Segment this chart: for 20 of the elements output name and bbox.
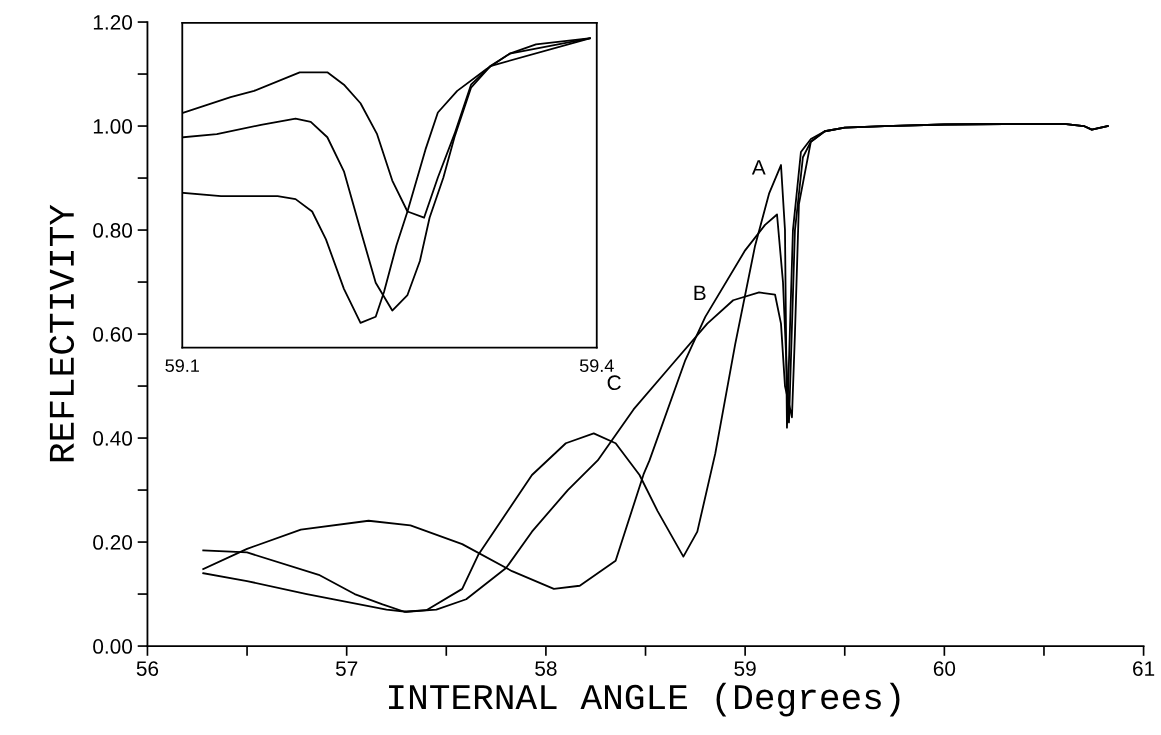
x-tick-label: 59.1 [165, 359, 199, 373]
y-tick-label: 0.80 [93, 223, 133, 238]
series-label: B [694, 285, 706, 301]
series-label: A [751, 160, 766, 175]
y-axis-title: REFLECTIVITY [49, 204, 75, 462]
y-tick-label: 1.00 [93, 119, 133, 134]
x-tick-label: 59.4 [579, 359, 614, 373]
y-tick-label: 0.60 [93, 327, 133, 342]
x-tick-label: 59 [734, 661, 756, 676]
x-tick-label: 61 [1133, 661, 1155, 676]
series-label: C [607, 375, 621, 391]
y-tick-label: 0.00 [93, 639, 133, 654]
y-tick-label: 1.20 [93, 15, 133, 30]
y-tick-label: 0.40 [93, 431, 133, 446]
x-tick-label: 56 [136, 661, 159, 676]
x-tick-label: 57 [335, 661, 358, 676]
x-axis-title: INTERNAL ANGLE (Degrees) [389, 682, 900, 717]
y-tick-label: 0.20 [93, 535, 133, 550]
x-tick-label: 60 [933, 661, 956, 676]
x-tick-label: 58 [535, 661, 557, 676]
